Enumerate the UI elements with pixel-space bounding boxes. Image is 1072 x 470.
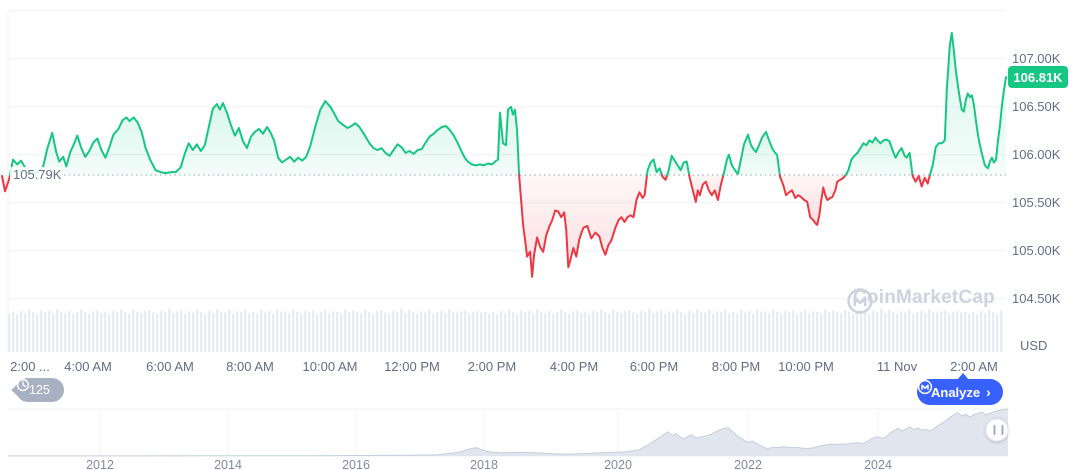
volume-bars	[8, 174, 1006, 352]
analyze-button-label: Analyze	[931, 384, 981, 400]
x-axis-label: 8:00 AM	[226, 359, 274, 374]
baseline-price-label: 105.79K	[10, 167, 65, 183]
x-axis-label: 10:00 AM	[302, 359, 358, 374]
gridlines	[7, 10, 1010, 457]
x-axis-label: 2:00 AM	[950, 359, 998, 374]
price-line-series[interactable]	[1, 31, 1007, 278]
chevron-right-icon: ›	[986, 384, 991, 400]
y-axis-label: 104.50K	[1012, 290, 1061, 306]
y-axis-label: 107.00K	[1012, 50, 1061, 66]
analyze-button[interactable]: Analyze ›	[917, 373, 1003, 405]
range-overview-chart[interactable]	[8, 408, 1009, 457]
year-label: 2020	[604, 458, 632, 470]
year-label: 2022	[734, 458, 762, 470]
x-axis-label: 6:00 PM	[629, 359, 679, 374]
x-axis-label: 11 Nov	[876, 359, 918, 374]
x-axis-label: 2:00 ...	[10, 359, 50, 374]
current-price-badge: 106.81K	[1008, 66, 1068, 88]
x-axis-label: 12:00 PM	[384, 359, 440, 374]
y-axis-label: 106.50K	[1012, 98, 1061, 114]
history-count-badge[interactable]: 125	[16, 378, 64, 402]
watermark: CoinMarketCap	[846, 287, 995, 314]
y-axis-label: 105.00K	[1012, 242, 1061, 258]
x-axis-label: 6:00 AM	[146, 359, 194, 374]
x-axis-label: 4:00 PM	[549, 359, 599, 374]
currency-unit-label: USD	[1020, 338, 1048, 353]
year-label: 2024	[864, 458, 892, 470]
year-label: 2016	[342, 458, 370, 470]
watermark-text: CoinMarketCap	[853, 287, 995, 308]
history-count-value: 125	[29, 383, 50, 397]
year-label: 2012	[86, 458, 114, 470]
x-axis-label: 8:00 PM	[711, 359, 761, 374]
y-axis-label: 105.50K	[1012, 194, 1061, 210]
x-axis-label: 2:00 PM	[467, 359, 517, 374]
y-axis-label: 106.00K	[1012, 146, 1061, 162]
year-label: 2018	[470, 458, 498, 470]
x-axis-label: 10:00 PM	[778, 359, 834, 374]
year-label: 2014	[214, 458, 242, 470]
range-drag-handle-icon[interactable]	[985, 418, 1009, 442]
x-axis-label: 4:00 AM	[64, 359, 112, 374]
